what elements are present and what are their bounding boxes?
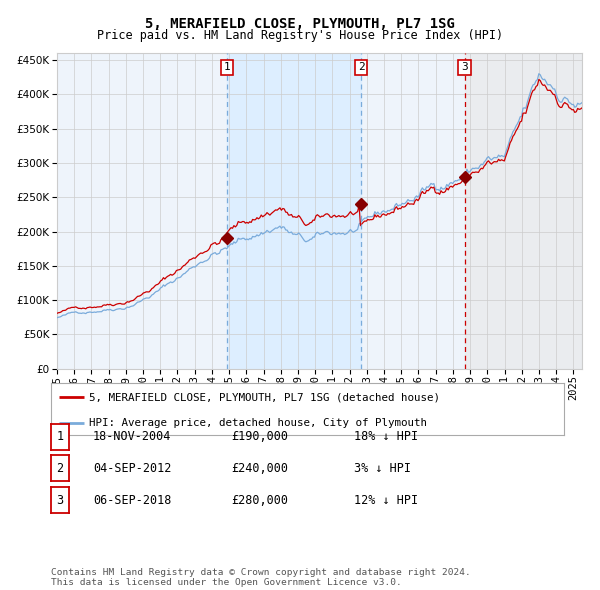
Text: 04-SEP-2012: 04-SEP-2012 — [93, 462, 172, 475]
Text: Price paid vs. HM Land Registry's House Price Index (HPI): Price paid vs. HM Land Registry's House … — [97, 29, 503, 42]
Text: £190,000: £190,000 — [231, 430, 288, 443]
Text: 2: 2 — [56, 462, 64, 475]
Text: 1: 1 — [56, 430, 64, 443]
Text: 1: 1 — [224, 63, 230, 73]
Text: 12% ↓ HPI: 12% ↓ HPI — [354, 494, 418, 507]
Text: £240,000: £240,000 — [231, 462, 288, 475]
Text: HPI: Average price, detached house, City of Plymouth: HPI: Average price, detached house, City… — [89, 418, 427, 428]
Text: 3: 3 — [56, 494, 64, 507]
Text: £280,000: £280,000 — [231, 494, 288, 507]
Text: 3: 3 — [461, 63, 468, 73]
Text: 18-NOV-2004: 18-NOV-2004 — [93, 430, 172, 443]
Bar — [464, 53, 582, 369]
Text: 06-SEP-2018: 06-SEP-2018 — [93, 494, 172, 507]
Text: Contains HM Land Registry data © Crown copyright and database right 2024.
This d: Contains HM Land Registry data © Crown c… — [51, 568, 471, 587]
Text: 5, MERAFIELD CLOSE, PLYMOUTH, PL7 1SG: 5, MERAFIELD CLOSE, PLYMOUTH, PL7 1SG — [145, 17, 455, 31]
Text: 5, MERAFIELD CLOSE, PLYMOUTH, PL7 1SG (detached house): 5, MERAFIELD CLOSE, PLYMOUTH, PL7 1SG (d… — [89, 392, 440, 402]
Text: 18% ↓ HPI: 18% ↓ HPI — [354, 430, 418, 443]
Text: 2: 2 — [358, 63, 365, 73]
Bar — [227, 53, 361, 369]
Text: 3% ↓ HPI: 3% ↓ HPI — [354, 462, 411, 475]
